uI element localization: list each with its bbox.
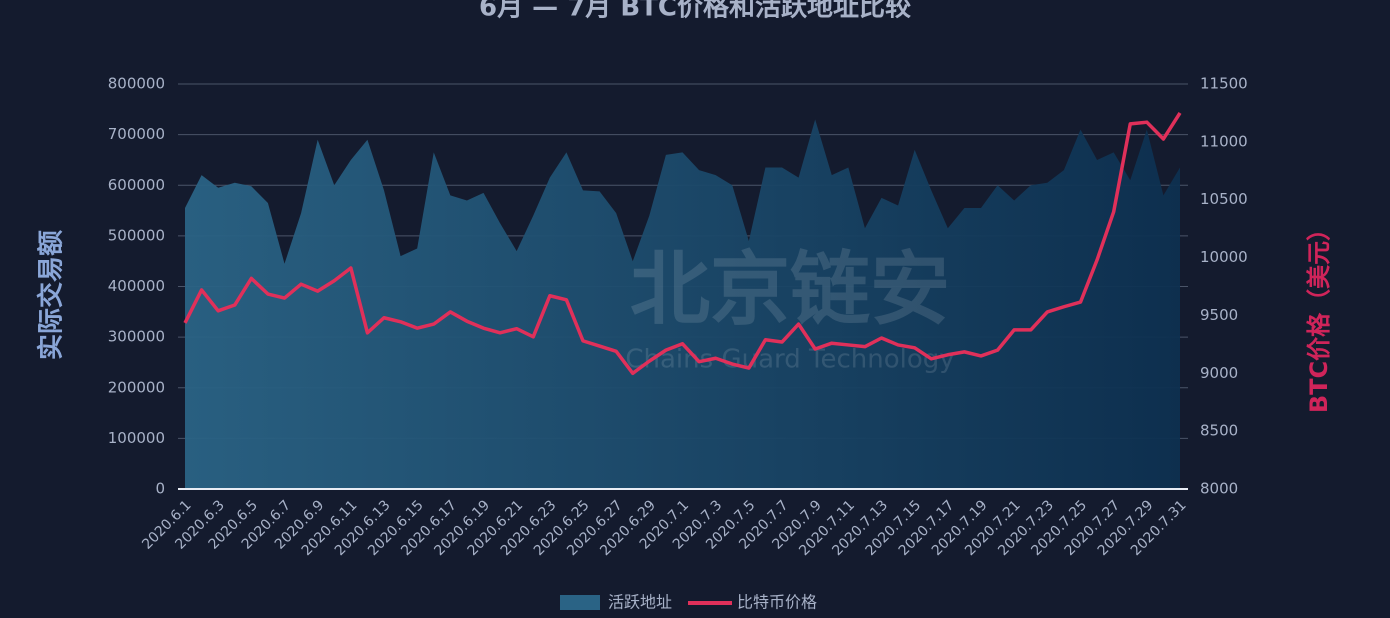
legend-label: 比特币价格 xyxy=(737,593,817,612)
area xyxy=(185,119,1180,489)
y-tick-label: 100000 xyxy=(108,429,165,447)
line xyxy=(183,111,1182,376)
y2-tick-label: 8000 xyxy=(1200,480,1238,498)
y2-tick-label: 11500 xyxy=(1200,75,1248,93)
chart-title: 6月 — 7月 BTC价格和活跃地址比较 xyxy=(479,0,911,23)
y-tick-label: 200000 xyxy=(108,378,165,396)
y-tick-label: 700000 xyxy=(108,125,165,143)
watermark: 北京链安 xyxy=(630,243,950,336)
y-tick-label: 400000 xyxy=(108,277,165,295)
y2-tick-label: 10500 xyxy=(1200,190,1248,208)
y-tick-label: 500000 xyxy=(108,226,165,244)
watermark: Chains Guard Technology xyxy=(625,345,954,375)
y-tick-label: 0 xyxy=(155,480,165,498)
y-axis-label: 实际交易额 xyxy=(36,230,67,360)
y-tick-label: 800000 xyxy=(108,75,165,93)
y2-tick-label: 9500 xyxy=(1200,306,1238,324)
y2-tick-label: 11000 xyxy=(1200,132,1248,150)
legend-label: 活跃地址 xyxy=(608,593,672,612)
y-tick-label: 300000 xyxy=(108,328,165,346)
y2-tick-label: 9000 xyxy=(1200,364,1238,382)
legend-swatch xyxy=(560,595,600,610)
y2-tick-label: 8500 xyxy=(1200,422,1238,440)
y-tick-label: 600000 xyxy=(108,176,165,194)
y2-axis-label: BTC价格（美元） xyxy=(1305,217,1333,413)
y2-tick-label: 10000 xyxy=(1200,248,1248,266)
